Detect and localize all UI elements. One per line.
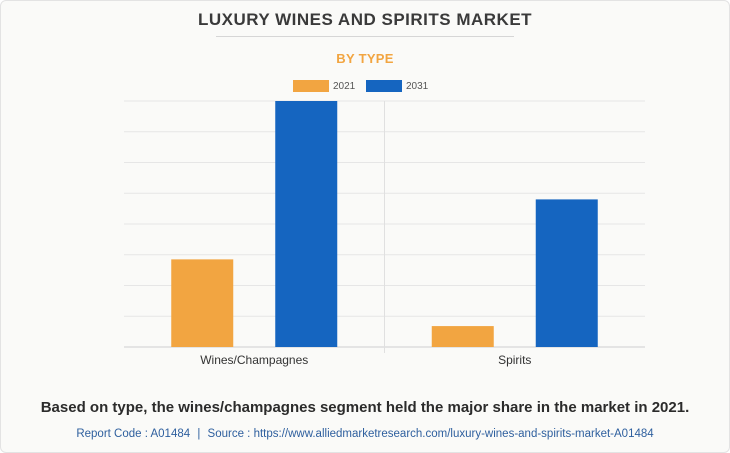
legend-swatch-2021 — [293, 80, 329, 92]
bar-2021-spirits — [431, 326, 494, 347]
legend-label-2031: 2031 — [406, 81, 429, 92]
legend-label-2021: 2021 — [333, 81, 356, 92]
chart-legend: 2021 2031 — [0, 80, 730, 94]
bar-2021-wines-champagnes — [171, 259, 234, 347]
x-tick-label: Wines/Champagnes — [200, 353, 308, 367]
bar-2031-wines-champagnes — [275, 101, 338, 347]
bar-2031-spirits — [535, 199, 598, 347]
source-link[interactable]: Source : https://www.alliedmarketresearc… — [207, 428, 654, 440]
legend-swatch-2031 — [366, 80, 402, 92]
chart-title: LUXURY WINES AND SPIRITS MARKET — [197, 10, 533, 29]
chart-caption: Based on type, the wines/champagnes segm… — [40, 399, 690, 416]
source-footer: Report Code : A01484 | Source : https://… — [0, 428, 730, 440]
title-divider — [216, 36, 514, 37]
report-code: Report Code : A01484 — [76, 428, 191, 440]
x-tick-label: Spirits — [498, 353, 531, 367]
chart-subtitle: BY TYPE — [336, 51, 394, 66]
footer-separator: | — [197, 428, 201, 440]
